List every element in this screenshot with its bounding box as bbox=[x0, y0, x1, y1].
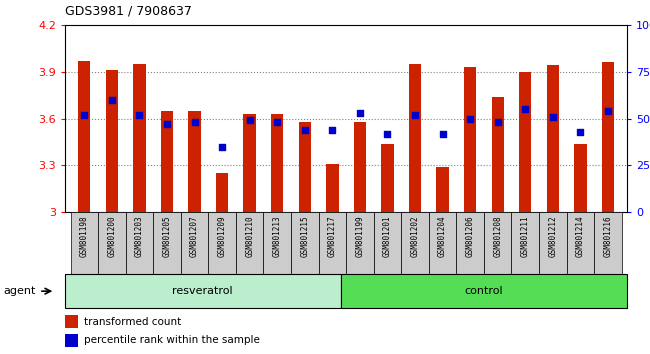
Bar bbox=[512, 212, 539, 274]
Text: GSM801204: GSM801204 bbox=[438, 216, 447, 257]
Bar bbox=[567, 212, 594, 274]
Point bbox=[493, 120, 503, 125]
Bar bbox=[602, 62, 614, 212]
Text: GSM801210: GSM801210 bbox=[245, 216, 254, 257]
Text: GSM801214: GSM801214 bbox=[576, 216, 585, 257]
Bar bbox=[318, 212, 346, 274]
Point bbox=[327, 127, 337, 133]
Point bbox=[382, 131, 393, 136]
Text: GSM801202: GSM801202 bbox=[411, 216, 419, 257]
Point bbox=[575, 129, 586, 135]
Bar bbox=[464, 67, 476, 212]
Bar bbox=[244, 114, 256, 212]
Text: GSM801215: GSM801215 bbox=[300, 216, 309, 257]
Bar bbox=[188, 111, 201, 212]
Point bbox=[465, 116, 475, 121]
Bar bbox=[106, 70, 118, 212]
Text: GSM801203: GSM801203 bbox=[135, 216, 144, 257]
Point bbox=[437, 131, 448, 136]
Bar bbox=[78, 61, 90, 212]
Bar bbox=[326, 164, 339, 212]
Bar bbox=[208, 212, 236, 274]
Text: GSM801209: GSM801209 bbox=[218, 216, 227, 257]
Text: GSM801198: GSM801198 bbox=[80, 216, 89, 257]
Bar bbox=[341, 274, 627, 308]
Text: GSM801206: GSM801206 bbox=[465, 216, 474, 257]
Point bbox=[134, 112, 144, 118]
Text: GSM801213: GSM801213 bbox=[273, 216, 281, 257]
Bar bbox=[65, 274, 341, 308]
Bar bbox=[216, 173, 228, 212]
Bar bbox=[594, 212, 622, 274]
Bar bbox=[484, 212, 512, 274]
Text: GSM801205: GSM801205 bbox=[162, 216, 172, 257]
Bar bbox=[298, 122, 311, 212]
Bar bbox=[181, 212, 208, 274]
Point bbox=[107, 97, 117, 103]
Bar bbox=[382, 144, 394, 212]
Bar bbox=[263, 212, 291, 274]
Bar bbox=[401, 212, 429, 274]
Point bbox=[217, 144, 228, 150]
Text: percentile rank within the sample: percentile rank within the sample bbox=[84, 335, 261, 346]
Text: resveratrol: resveratrol bbox=[172, 286, 233, 296]
Bar bbox=[539, 212, 567, 274]
Point bbox=[189, 120, 200, 125]
Bar bbox=[436, 167, 448, 212]
Bar bbox=[409, 64, 421, 212]
Point bbox=[244, 118, 255, 123]
Text: GSM801208: GSM801208 bbox=[493, 216, 502, 257]
Bar bbox=[65, 334, 78, 347]
Bar bbox=[236, 212, 263, 274]
Bar bbox=[70, 212, 98, 274]
Text: GSM801200: GSM801200 bbox=[107, 216, 116, 257]
Point bbox=[355, 110, 365, 116]
Bar bbox=[291, 212, 318, 274]
Text: GSM801212: GSM801212 bbox=[549, 216, 557, 257]
Point bbox=[79, 112, 90, 118]
Bar bbox=[346, 212, 374, 274]
Text: GSM801211: GSM801211 bbox=[521, 216, 530, 257]
Bar bbox=[161, 111, 173, 212]
Point bbox=[520, 107, 530, 112]
Point bbox=[300, 127, 310, 133]
Bar bbox=[65, 315, 78, 328]
Point bbox=[603, 108, 613, 114]
Bar bbox=[354, 122, 366, 212]
Bar bbox=[98, 212, 125, 274]
Text: GDS3981 / 7908637: GDS3981 / 7908637 bbox=[65, 5, 192, 18]
Text: GSM801199: GSM801199 bbox=[356, 216, 365, 257]
Bar bbox=[547, 65, 559, 212]
Bar bbox=[374, 212, 401, 274]
Bar bbox=[271, 114, 283, 212]
Point bbox=[548, 114, 558, 120]
Bar bbox=[125, 212, 153, 274]
Bar bbox=[574, 144, 586, 212]
Bar bbox=[456, 212, 484, 274]
Bar bbox=[519, 72, 532, 212]
Bar bbox=[491, 97, 504, 212]
Text: GSM801207: GSM801207 bbox=[190, 216, 199, 257]
Text: GSM801201: GSM801201 bbox=[383, 216, 392, 257]
Point bbox=[272, 120, 282, 125]
Point bbox=[162, 121, 172, 127]
Text: GSM801216: GSM801216 bbox=[603, 216, 612, 257]
Bar bbox=[429, 212, 456, 274]
Point bbox=[410, 112, 421, 118]
Bar bbox=[153, 212, 181, 274]
Bar bbox=[133, 64, 146, 212]
Text: agent: agent bbox=[3, 286, 36, 296]
Text: GSM801217: GSM801217 bbox=[328, 216, 337, 257]
Text: transformed count: transformed count bbox=[84, 316, 182, 327]
Text: control: control bbox=[465, 286, 503, 296]
